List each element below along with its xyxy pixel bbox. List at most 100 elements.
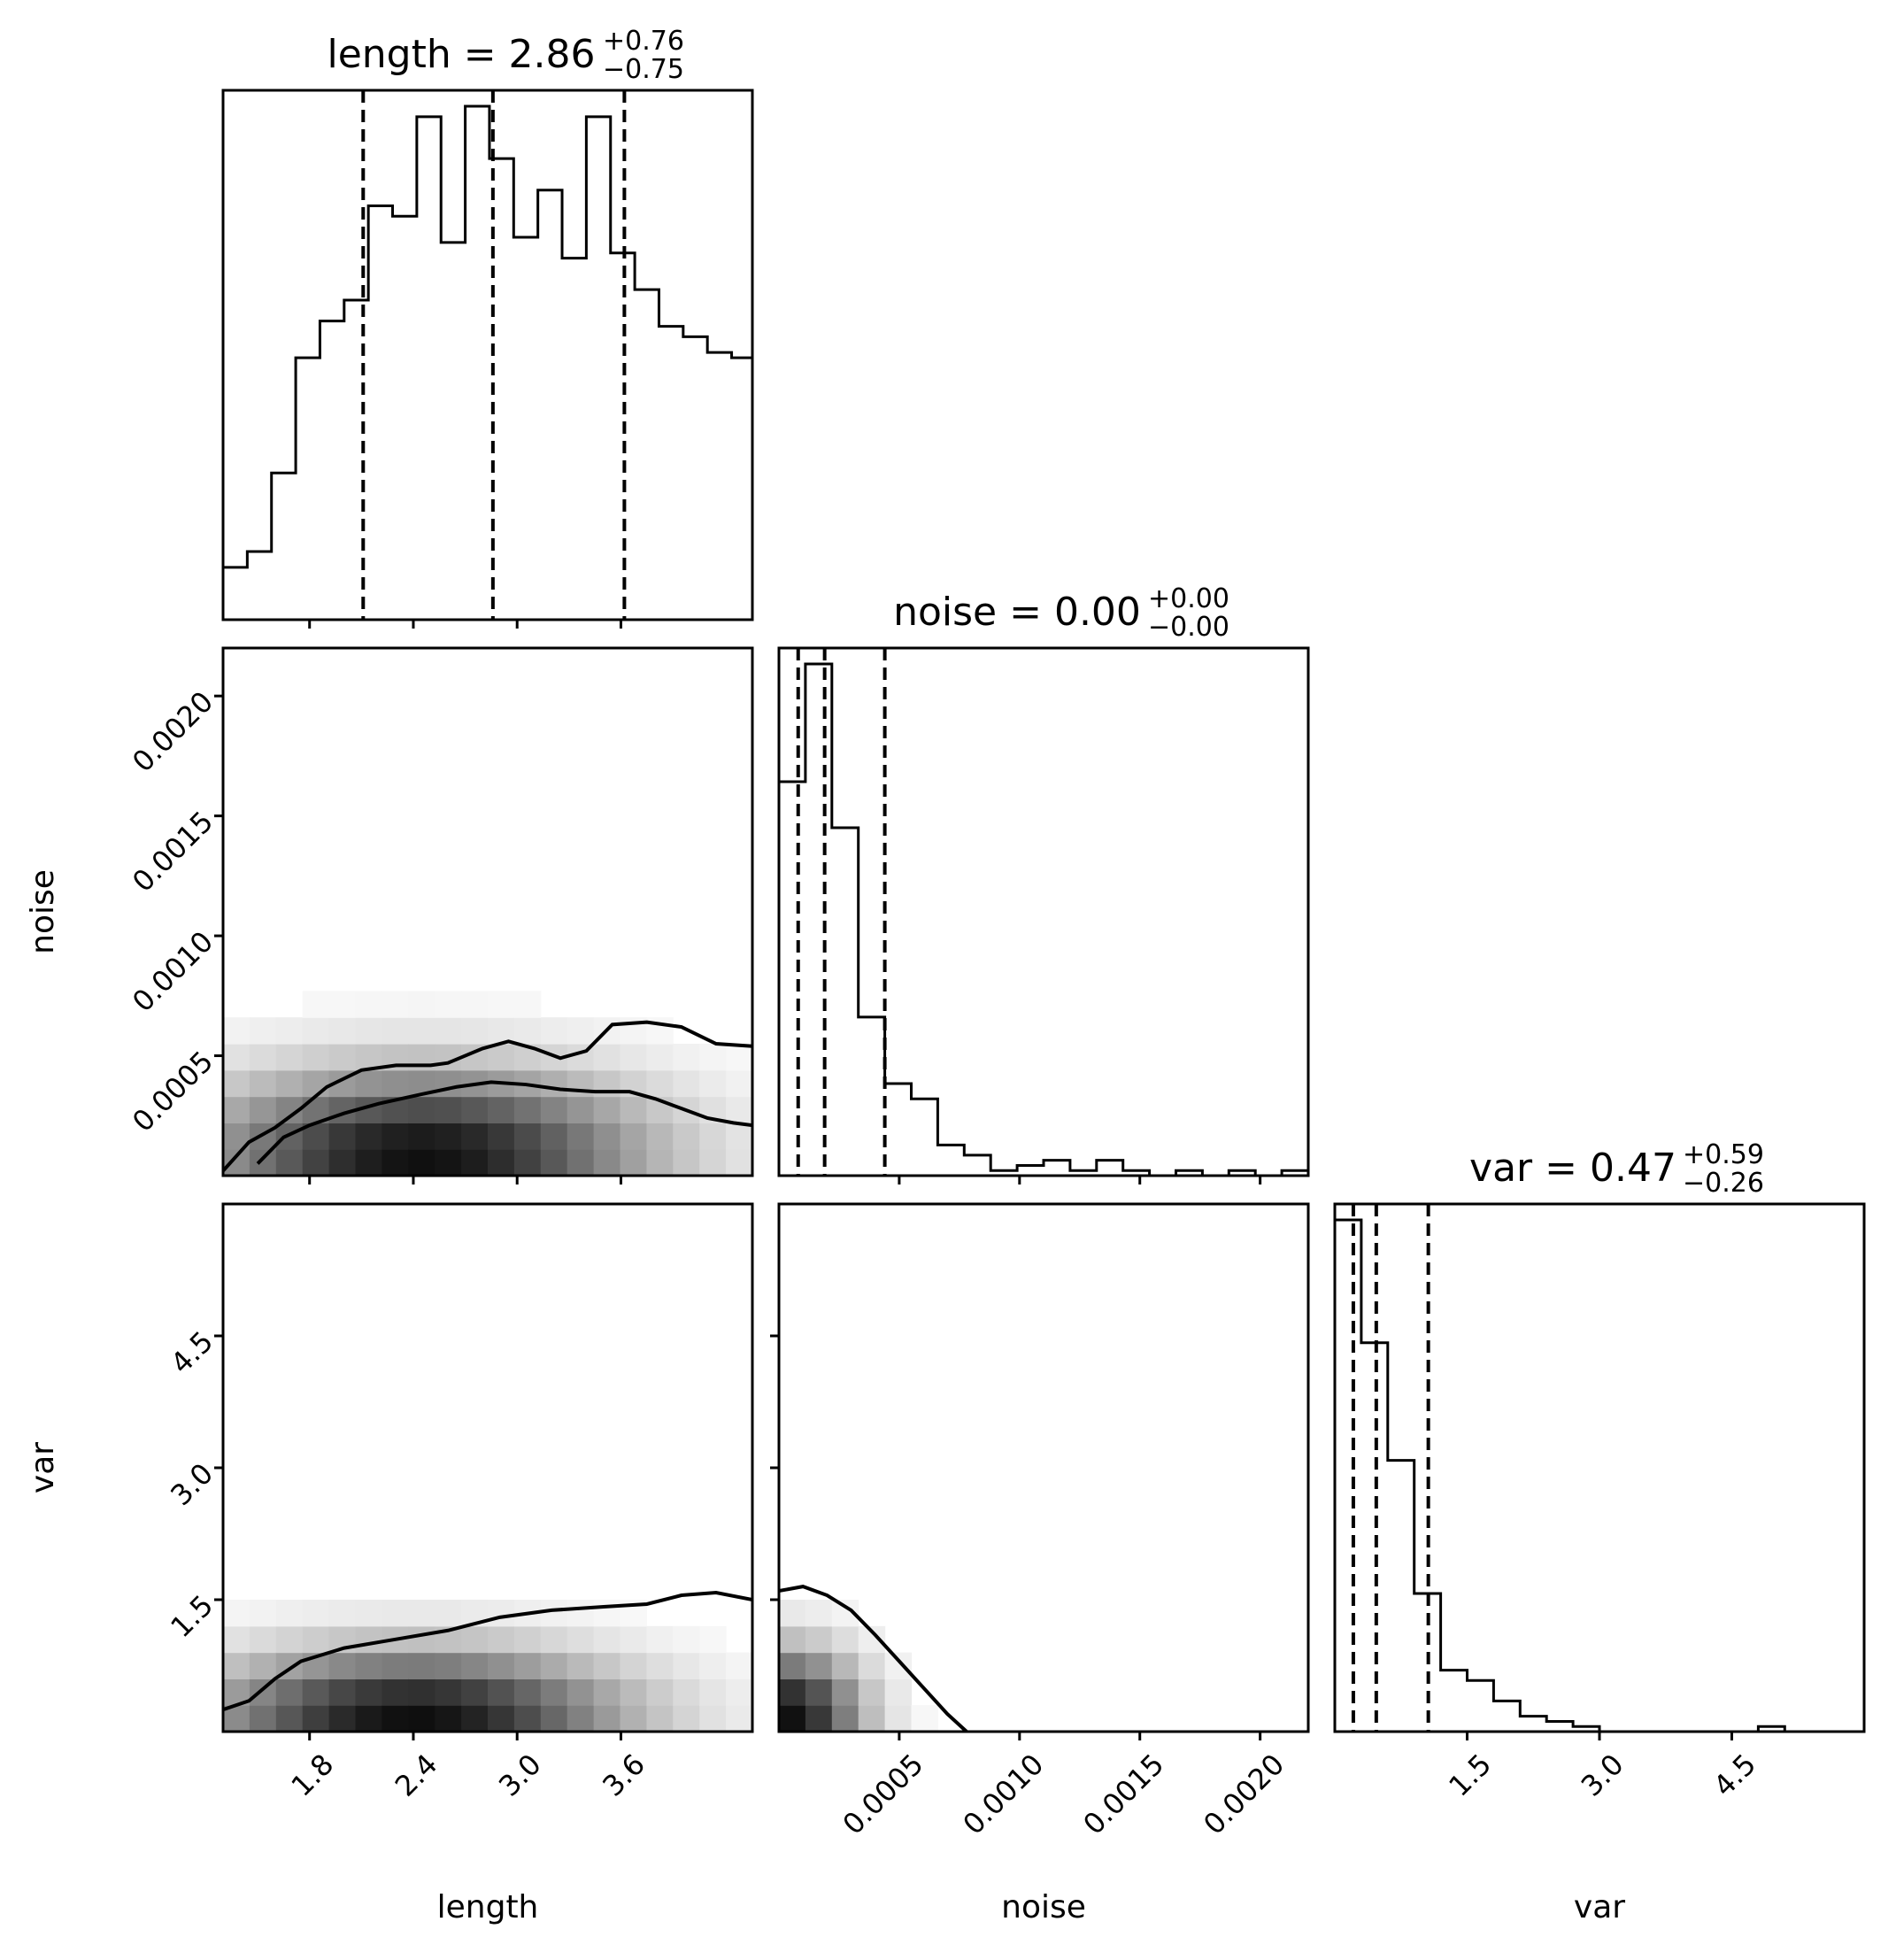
density-cell — [302, 1017, 330, 1045]
density-cell — [355, 1069, 382, 1098]
noise-title-plus: +0.00 — [1148, 583, 1229, 614]
density-cell — [302, 1044, 330, 1071]
density-cell — [302, 1678, 330, 1706]
density-cell — [249, 1044, 277, 1071]
density-cell — [646, 1149, 674, 1176]
density-cell — [673, 1678, 700, 1706]
density-cell — [355, 1149, 382, 1176]
density-cell — [488, 1017, 515, 1045]
density-cell — [805, 1705, 833, 1732]
length-title: length = 2.86 — [327, 32, 595, 77]
noise-y-tick-label: 0.0005 — [126, 1045, 220, 1138]
density-cell — [382, 991, 409, 1018]
density-cell — [408, 1123, 435, 1150]
var-x-axis-label: var — [1574, 1889, 1625, 1925]
density-cell — [488, 1123, 515, 1150]
density-cell — [540, 1705, 568, 1732]
density-cell — [646, 1069, 674, 1098]
density-cell — [831, 1652, 859, 1679]
noise-y-tick-label: 0.0010 — [126, 924, 220, 1018]
density-cell — [673, 1149, 700, 1176]
length-tick-label: 3.6 — [596, 1748, 651, 1803]
density-cell — [382, 1069, 409, 1098]
density-cell — [620, 1625, 647, 1654]
density-cell — [593, 1652, 621, 1679]
density-cell — [488, 1652, 515, 1679]
density-cell — [355, 1123, 382, 1150]
density-cell — [779, 1625, 806, 1654]
density-cell — [726, 1652, 752, 1679]
var-histogram-panel: var = 0.47 +0.59−0.26 — [1333, 1139, 1866, 1733]
density-cell — [540, 1017, 568, 1045]
contour-level-0 — [779, 1585, 968, 1732]
density-cell — [620, 1705, 647, 1732]
density-cell — [328, 1678, 357, 1706]
contour-level-1 — [256, 1080, 752, 1165]
density-cell — [461, 1096, 489, 1123]
density-cell — [593, 1600, 621, 1627]
density-cell — [435, 1017, 462, 1045]
density-cell — [302, 1600, 330, 1627]
density-cell — [355, 1600, 382, 1627]
density-cell — [249, 1705, 277, 1732]
density-cell — [408, 991, 435, 1018]
length-tick-label: 1.8 — [284, 1748, 340, 1803]
density-cell — [461, 1652, 489, 1679]
density-cell — [699, 1069, 727, 1098]
density-cell — [620, 1652, 647, 1679]
var-title-minus: −0.26 — [1683, 1168, 1764, 1199]
density-cell — [726, 1149, 752, 1176]
density-cell — [513, 1017, 542, 1045]
density-cell — [699, 1678, 727, 1706]
density-cell — [673, 1123, 700, 1150]
length-title-plus: +0.76 — [603, 26, 684, 57]
density-cell — [249, 1149, 277, 1176]
density-cell — [328, 1123, 357, 1150]
density-cell — [275, 1625, 304, 1654]
density-cell — [435, 1096, 462, 1123]
density-cell — [805, 1600, 833, 1627]
density-cell — [779, 1600, 806, 1627]
density-cell — [435, 1069, 462, 1098]
density-cell — [646, 1652, 674, 1679]
density-cell — [646, 1123, 674, 1150]
density-cell — [858, 1678, 886, 1706]
density-cell — [726, 1096, 752, 1123]
density-cell — [275, 1600, 304, 1627]
density-cell — [302, 991, 330, 1018]
density-cell — [328, 1705, 357, 1732]
length-histogram-step — [223, 104, 752, 569]
noise-tick-label: 0.0020 — [1197, 1748, 1291, 1841]
density-cell — [275, 1705, 304, 1732]
density-cell — [620, 1678, 647, 1706]
density-cell — [726, 1123, 752, 1150]
density-cell — [540, 1149, 568, 1176]
density-cell — [302, 1149, 330, 1176]
density-cell — [382, 1017, 409, 1045]
density-cell — [566, 1600, 595, 1627]
length-title-main: length = 2.86 — [327, 32, 595, 77]
density-cell — [805, 1625, 833, 1654]
density-cell — [673, 1705, 700, 1732]
density-cell — [805, 1652, 833, 1679]
density-cell — [726, 1069, 752, 1098]
density-cell — [566, 1096, 595, 1123]
density-cell — [620, 1123, 647, 1150]
var-histogram-step — [1335, 1218, 1864, 1733]
density-cell — [646, 1625, 674, 1654]
density-cell — [726, 1678, 752, 1706]
density-cell — [593, 1123, 621, 1150]
density-cell — [805, 1678, 833, 1706]
density-cell — [223, 1652, 250, 1679]
var-title-plus: +0.59 — [1683, 1139, 1764, 1170]
density-cell — [408, 1600, 435, 1627]
density-cell — [566, 1705, 595, 1732]
density-cell — [858, 1705, 886, 1732]
density-cell — [566, 1625, 595, 1654]
density-cell — [646, 1705, 674, 1732]
density-layer — [779, 1585, 968, 1732]
density-cell — [249, 1123, 277, 1150]
density-cell — [884, 1652, 913, 1679]
density-cell — [513, 1652, 542, 1679]
